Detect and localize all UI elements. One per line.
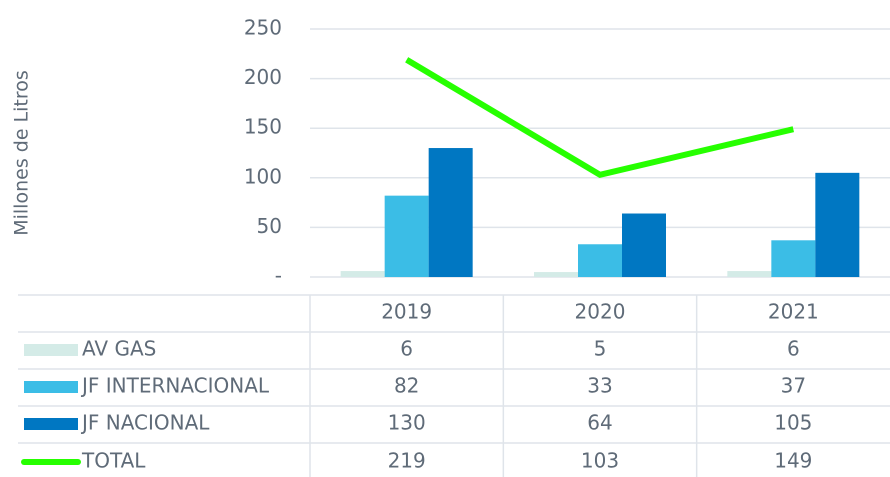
bar — [815, 172, 860, 277]
x-tick-label: 2019 — [381, 300, 432, 324]
table-cell: 33 — [587, 374, 612, 398]
bar — [384, 195, 429, 277]
x-tick-label: 2021 — [768, 300, 819, 324]
y-tick-label: 150 — [244, 115, 282, 139]
table-cell: 103 — [581, 449, 619, 473]
table-cell: 37 — [781, 374, 806, 398]
bar — [622, 213, 666, 277]
y-tick-label: 250 — [244, 16, 282, 40]
table-cell: 130 — [388, 411, 426, 435]
total-line — [405, 57, 795, 179]
bar — [340, 271, 385, 277]
x-tick-label: 2020 — [575, 300, 626, 324]
legend-label: TOTAL — [81, 449, 146, 473]
bar — [534, 272, 578, 277]
table-cell: 82 — [394, 374, 419, 398]
legend-label: AV GAS — [82, 337, 156, 361]
y-axis-label: Millones de Litros — [11, 70, 33, 236]
y-tick-label: 50 — [257, 214, 282, 238]
y-tick-label: 200 — [244, 65, 282, 89]
table-cell: 149 — [774, 449, 812, 473]
table-cell: 219 — [388, 449, 426, 473]
legend-label: JF NACIONAL — [80, 411, 210, 435]
legend-swatch — [24, 381, 78, 393]
bar — [578, 244, 622, 277]
y-tick-label: - — [275, 264, 282, 288]
y-tick-label: 100 — [244, 164, 282, 188]
table-cell: 6 — [787, 337, 800, 361]
table-cell: 6 — [400, 337, 413, 361]
legend-swatch — [24, 418, 78, 430]
legend-swatch — [24, 344, 78, 356]
legend-label: JF INTERNACIONAL — [80, 374, 270, 398]
bar — [771, 240, 816, 277]
bar — [727, 271, 772, 277]
table-cell: 5 — [594, 337, 607, 361]
table-cell: 64 — [587, 411, 612, 435]
bar — [428, 148, 473, 277]
table-cell: 105 — [774, 411, 812, 435]
